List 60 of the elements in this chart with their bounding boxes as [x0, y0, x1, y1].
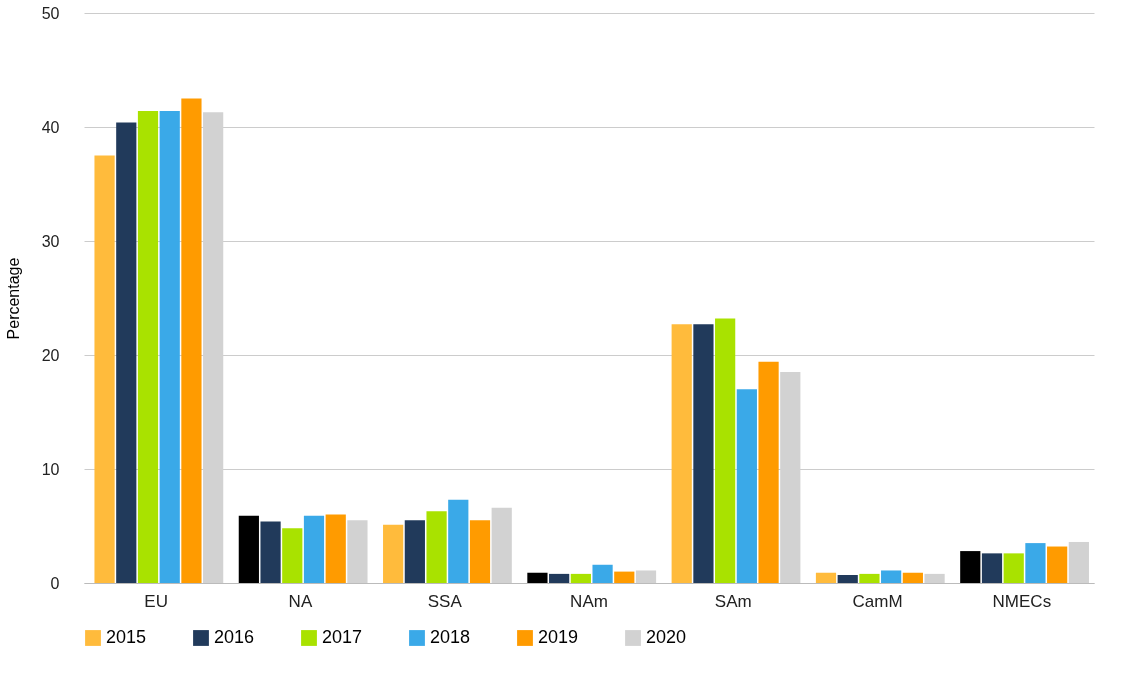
legend-label: 2019 [538, 627, 579, 647]
y-axis-title: Percentage [4, 257, 22, 340]
bar [715, 318, 736, 583]
bar [527, 572, 548, 583]
bar [238, 515, 259, 583]
bar [837, 575, 858, 583]
bar [1003, 553, 1024, 583]
bar [592, 564, 613, 583]
bar [671, 324, 692, 583]
bar [260, 521, 281, 583]
bar [303, 515, 325, 583]
bar [448, 499, 469, 583]
bar [347, 520, 368, 583]
bar [924, 573, 945, 583]
x-tick-label: NA [288, 591, 313, 611]
bar [159, 111, 180, 583]
legend-label: 2017 [322, 627, 363, 647]
y-tick-label: 0 [50, 574, 60, 592]
x-tick-label: CamM [852, 591, 903, 611]
bar [383, 524, 404, 583]
x-tick-label: NAm [570, 591, 608, 611]
y-tick-label: 30 [41, 232, 60, 250]
bar [881, 570, 902, 583]
bar [137, 111, 159, 583]
bar [282, 528, 303, 583]
bar [960, 551, 981, 583]
bar [1025, 543, 1046, 583]
bar [491, 507, 512, 583]
bar [981, 553, 1003, 583]
y-tick-label: 40 [41, 118, 60, 136]
bar [736, 389, 757, 583]
bar [404, 520, 425, 583]
bar [815, 572, 837, 583]
legend-label: 2015 [106, 627, 147, 647]
bar [181, 98, 202, 583]
x-tick-label: EU [144, 591, 168, 611]
bar [570, 573, 591, 583]
legend-label: 2018 [430, 627, 471, 647]
y-tick-label: 50 [41, 4, 60, 22]
bar [116, 122, 137, 583]
x-tick-label: SAm [714, 591, 752, 611]
x-tick-label: SSA [427, 591, 463, 611]
bar [693, 324, 714, 583]
bar [469, 520, 491, 583]
bar [1068, 541, 1089, 583]
bar [859, 573, 880, 583]
bar [325, 514, 346, 583]
bar [1047, 546, 1068, 583]
legend-label: 2020 [646, 627, 687, 647]
bar [94, 155, 115, 583]
x-tick-label: NMECs [992, 591, 1052, 611]
bar [426, 511, 447, 583]
bar [549, 573, 570, 583]
bar [614, 571, 635, 583]
y-tick-label: 20 [41, 346, 60, 364]
bar [635, 570, 657, 583]
legend-label: 2016 [214, 627, 255, 647]
y-tick-label: 10 [41, 460, 60, 478]
bar [902, 572, 923, 583]
bar [758, 361, 779, 583]
